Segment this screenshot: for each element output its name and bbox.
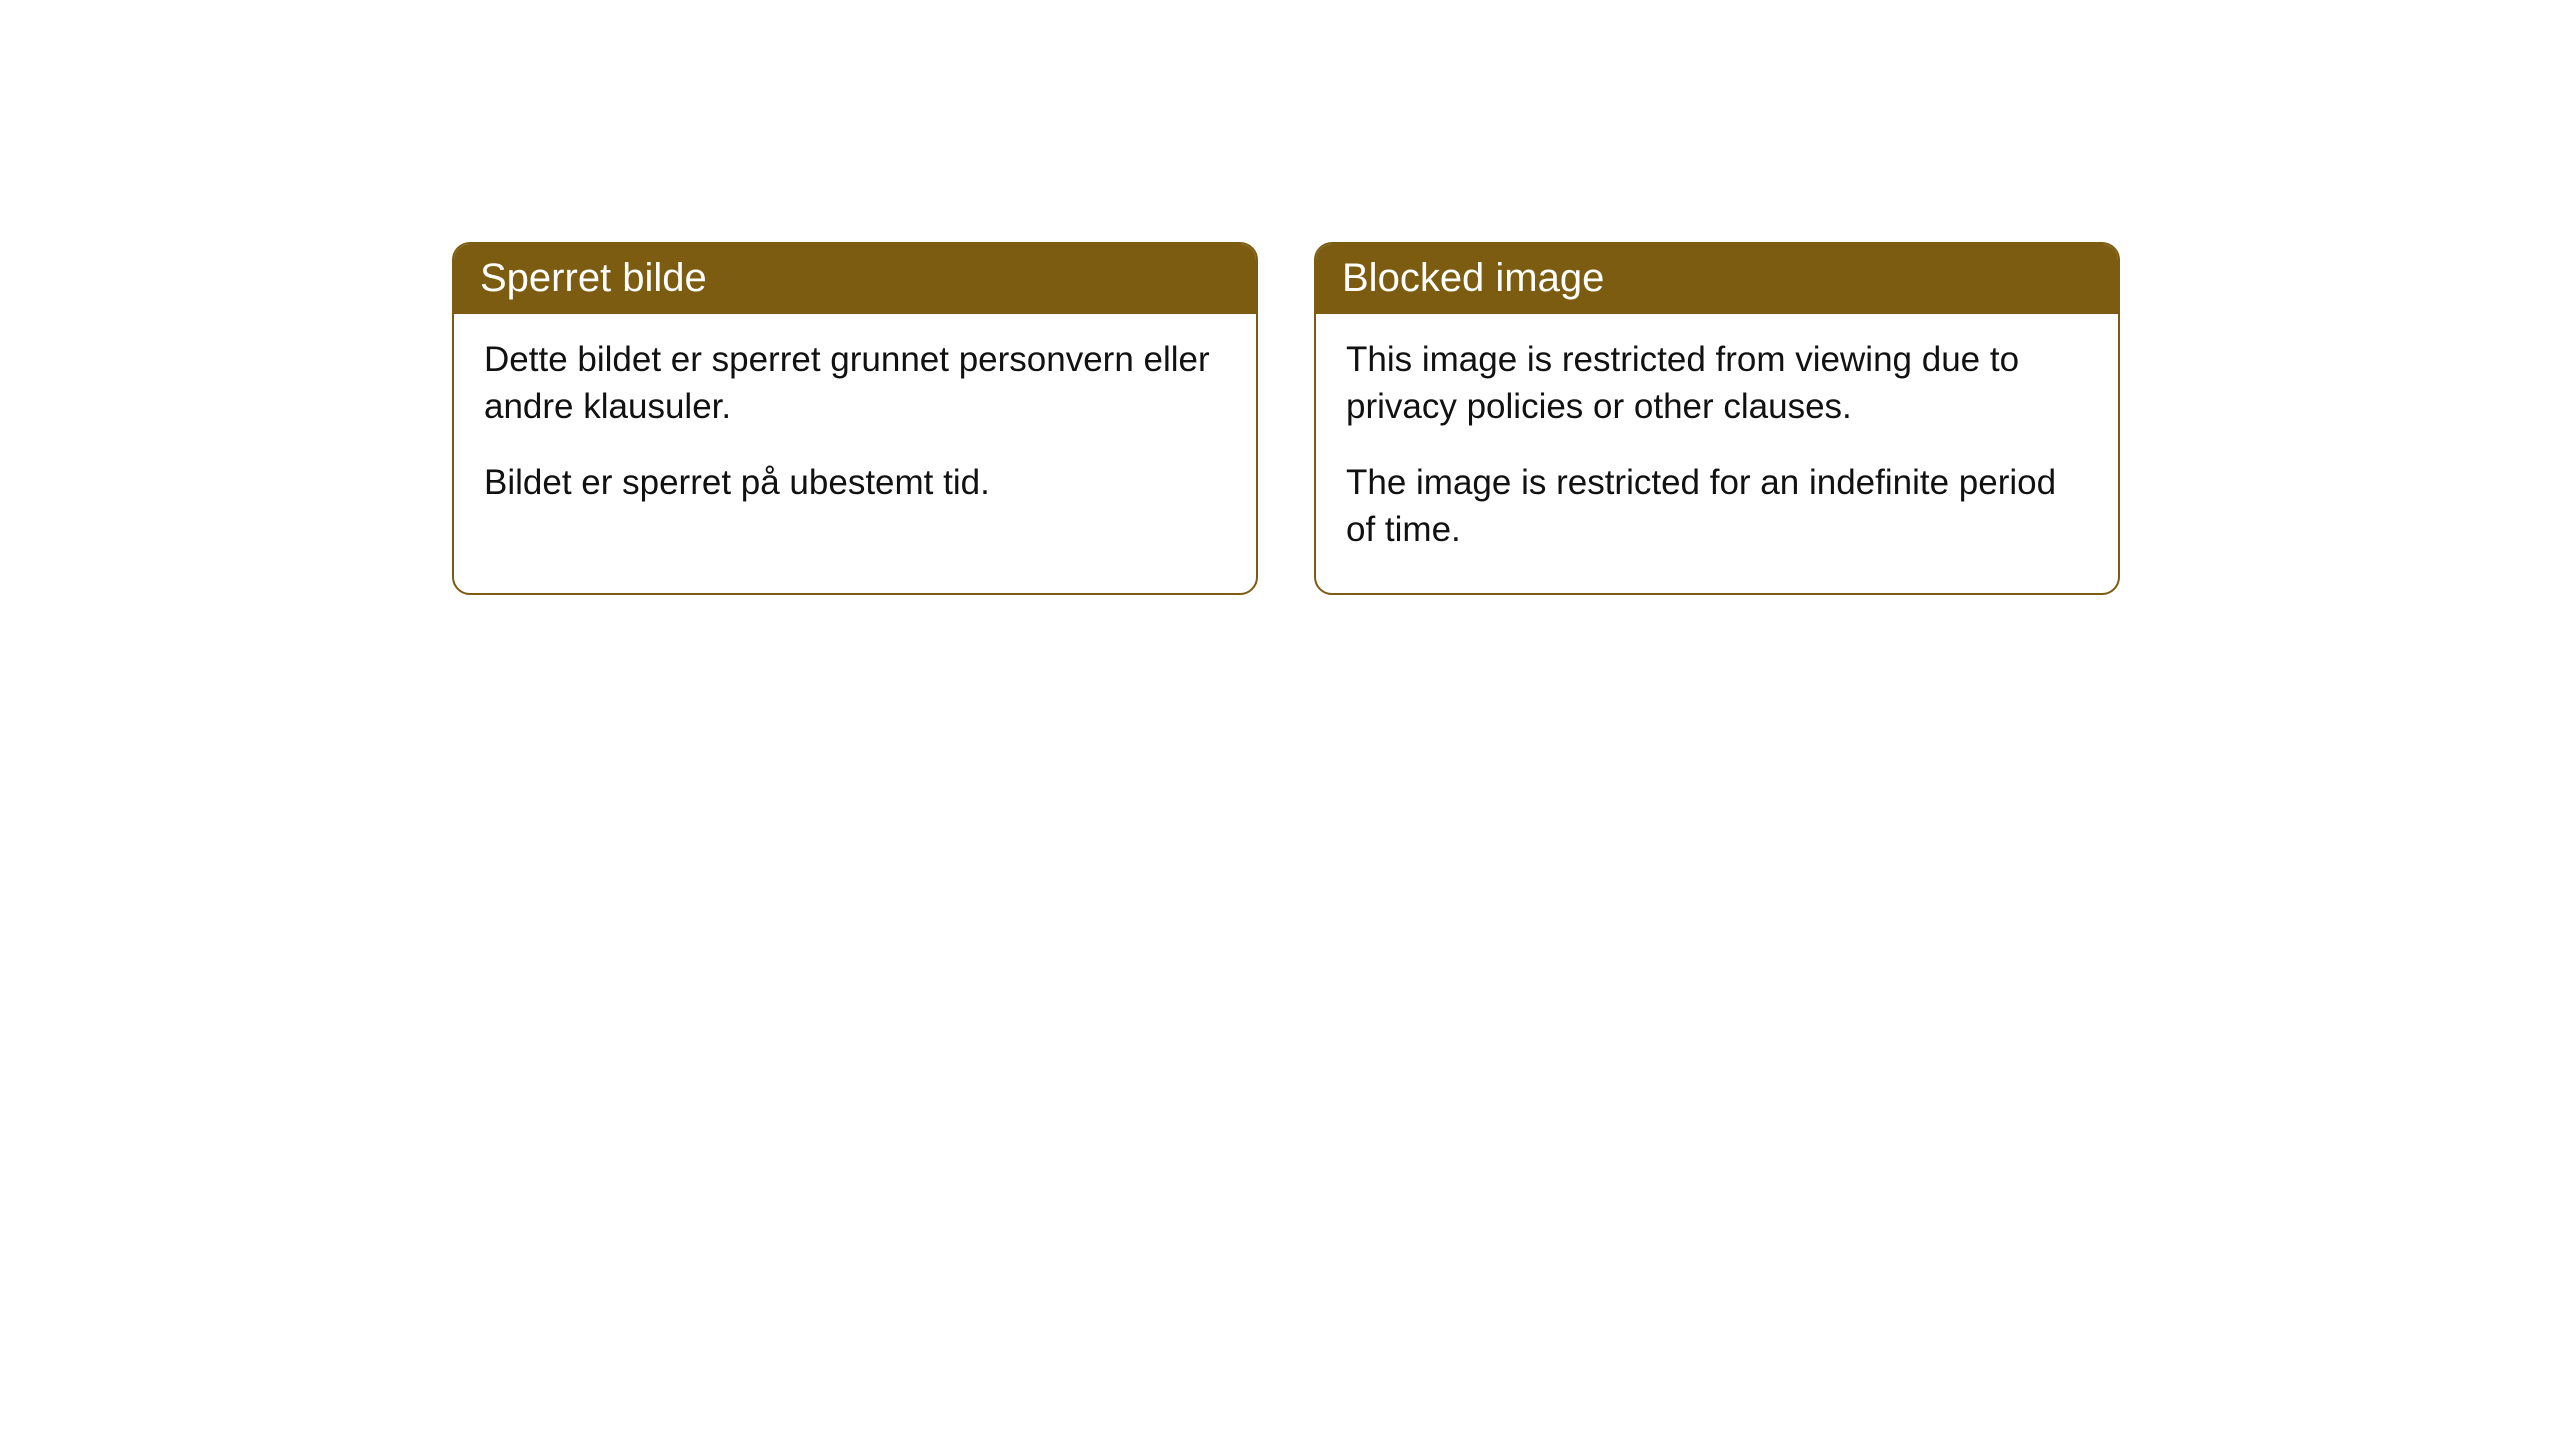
- blocked-image-card-norwegian: Sperret bilde Dette bildet er sperret gr…: [452, 242, 1258, 595]
- card-header-norwegian: Sperret bilde: [454, 244, 1256, 314]
- notice-cards-container: Sperret bilde Dette bildet er sperret gr…: [0, 0, 2560, 595]
- card-paragraph-2: The image is restricted for an indefinit…: [1346, 459, 2088, 554]
- blocked-image-card-english: Blocked image This image is restricted f…: [1314, 242, 2120, 595]
- card-paragraph-1: Dette bildet er sperret grunnet personve…: [484, 336, 1226, 431]
- card-body-norwegian: Dette bildet er sperret grunnet personve…: [454, 314, 1256, 546]
- card-body-english: This image is restricted from viewing du…: [1316, 314, 2118, 593]
- card-paragraph-2: Bildet er sperret på ubestemt tid.: [484, 459, 1226, 506]
- card-paragraph-1: This image is restricted from viewing du…: [1346, 336, 2088, 431]
- card-header-english: Blocked image: [1316, 244, 2118, 314]
